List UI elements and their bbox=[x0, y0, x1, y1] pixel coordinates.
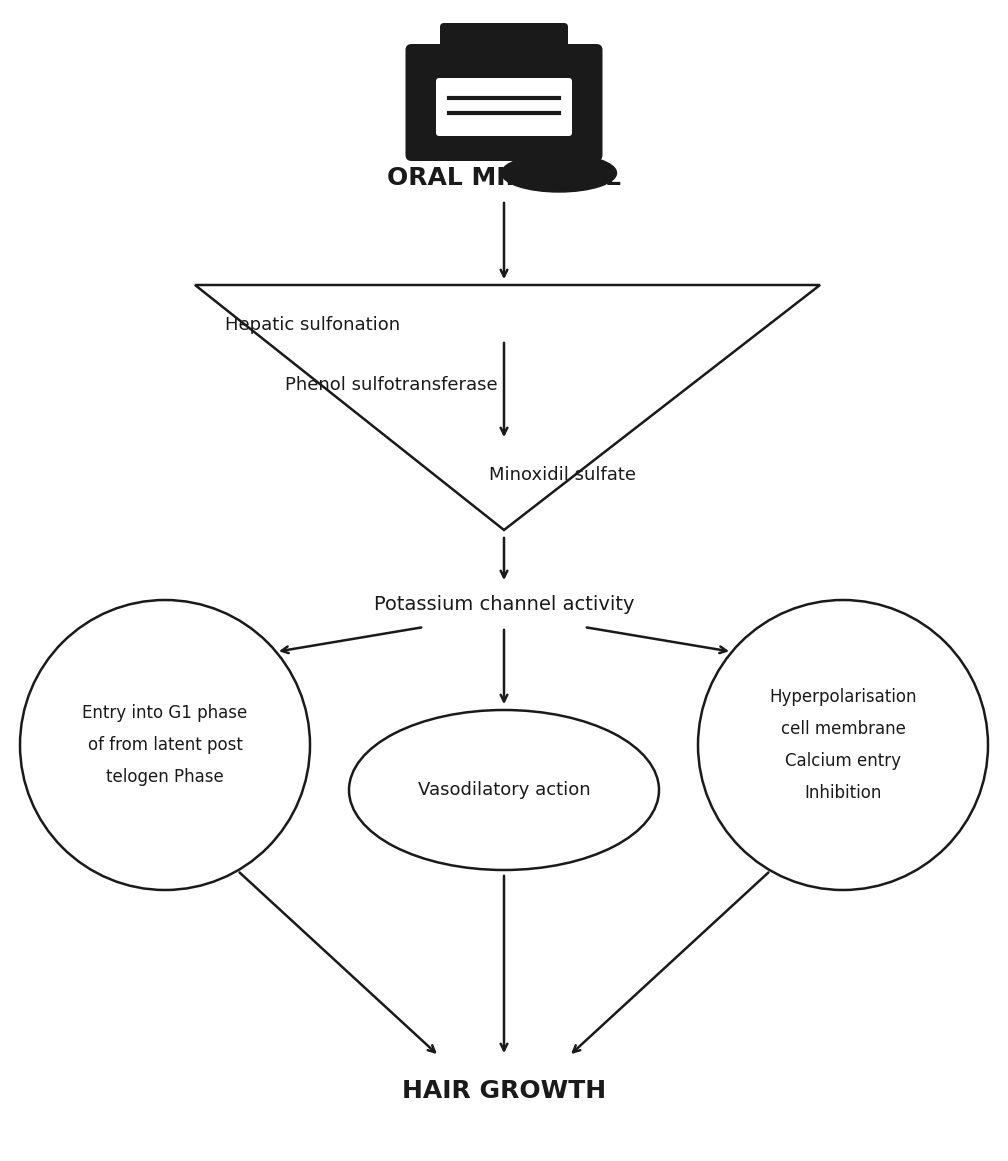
FancyBboxPatch shape bbox=[436, 78, 572, 136]
Text: Inhibition: Inhibition bbox=[804, 784, 882, 802]
Text: Entry into G1 phase: Entry into G1 phase bbox=[83, 704, 248, 722]
Text: telogen Phase: telogen Phase bbox=[106, 767, 224, 786]
FancyBboxPatch shape bbox=[405, 44, 603, 161]
Text: Minoxidil sulfate: Minoxidil sulfate bbox=[489, 466, 636, 484]
Text: cell membrane: cell membrane bbox=[780, 720, 905, 738]
Text: Potassium channel activity: Potassium channel activity bbox=[374, 596, 634, 614]
Text: Calcium entry: Calcium entry bbox=[785, 752, 901, 770]
Ellipse shape bbox=[502, 154, 617, 192]
FancyBboxPatch shape bbox=[440, 23, 568, 59]
Text: Hepatic sulfonation: Hepatic sulfonation bbox=[225, 316, 400, 334]
Text: ORAL MINOXIDIL: ORAL MINOXIDIL bbox=[387, 166, 621, 190]
Text: HAIR GROWTH: HAIR GROWTH bbox=[402, 1079, 606, 1103]
Text: of from latent post: of from latent post bbox=[88, 736, 243, 753]
Text: Hyperpolarisation: Hyperpolarisation bbox=[769, 688, 916, 706]
Text: Phenol sulfotransferase: Phenol sulfotransferase bbox=[285, 376, 498, 394]
Text: Vasodilatory action: Vasodilatory action bbox=[417, 781, 591, 799]
